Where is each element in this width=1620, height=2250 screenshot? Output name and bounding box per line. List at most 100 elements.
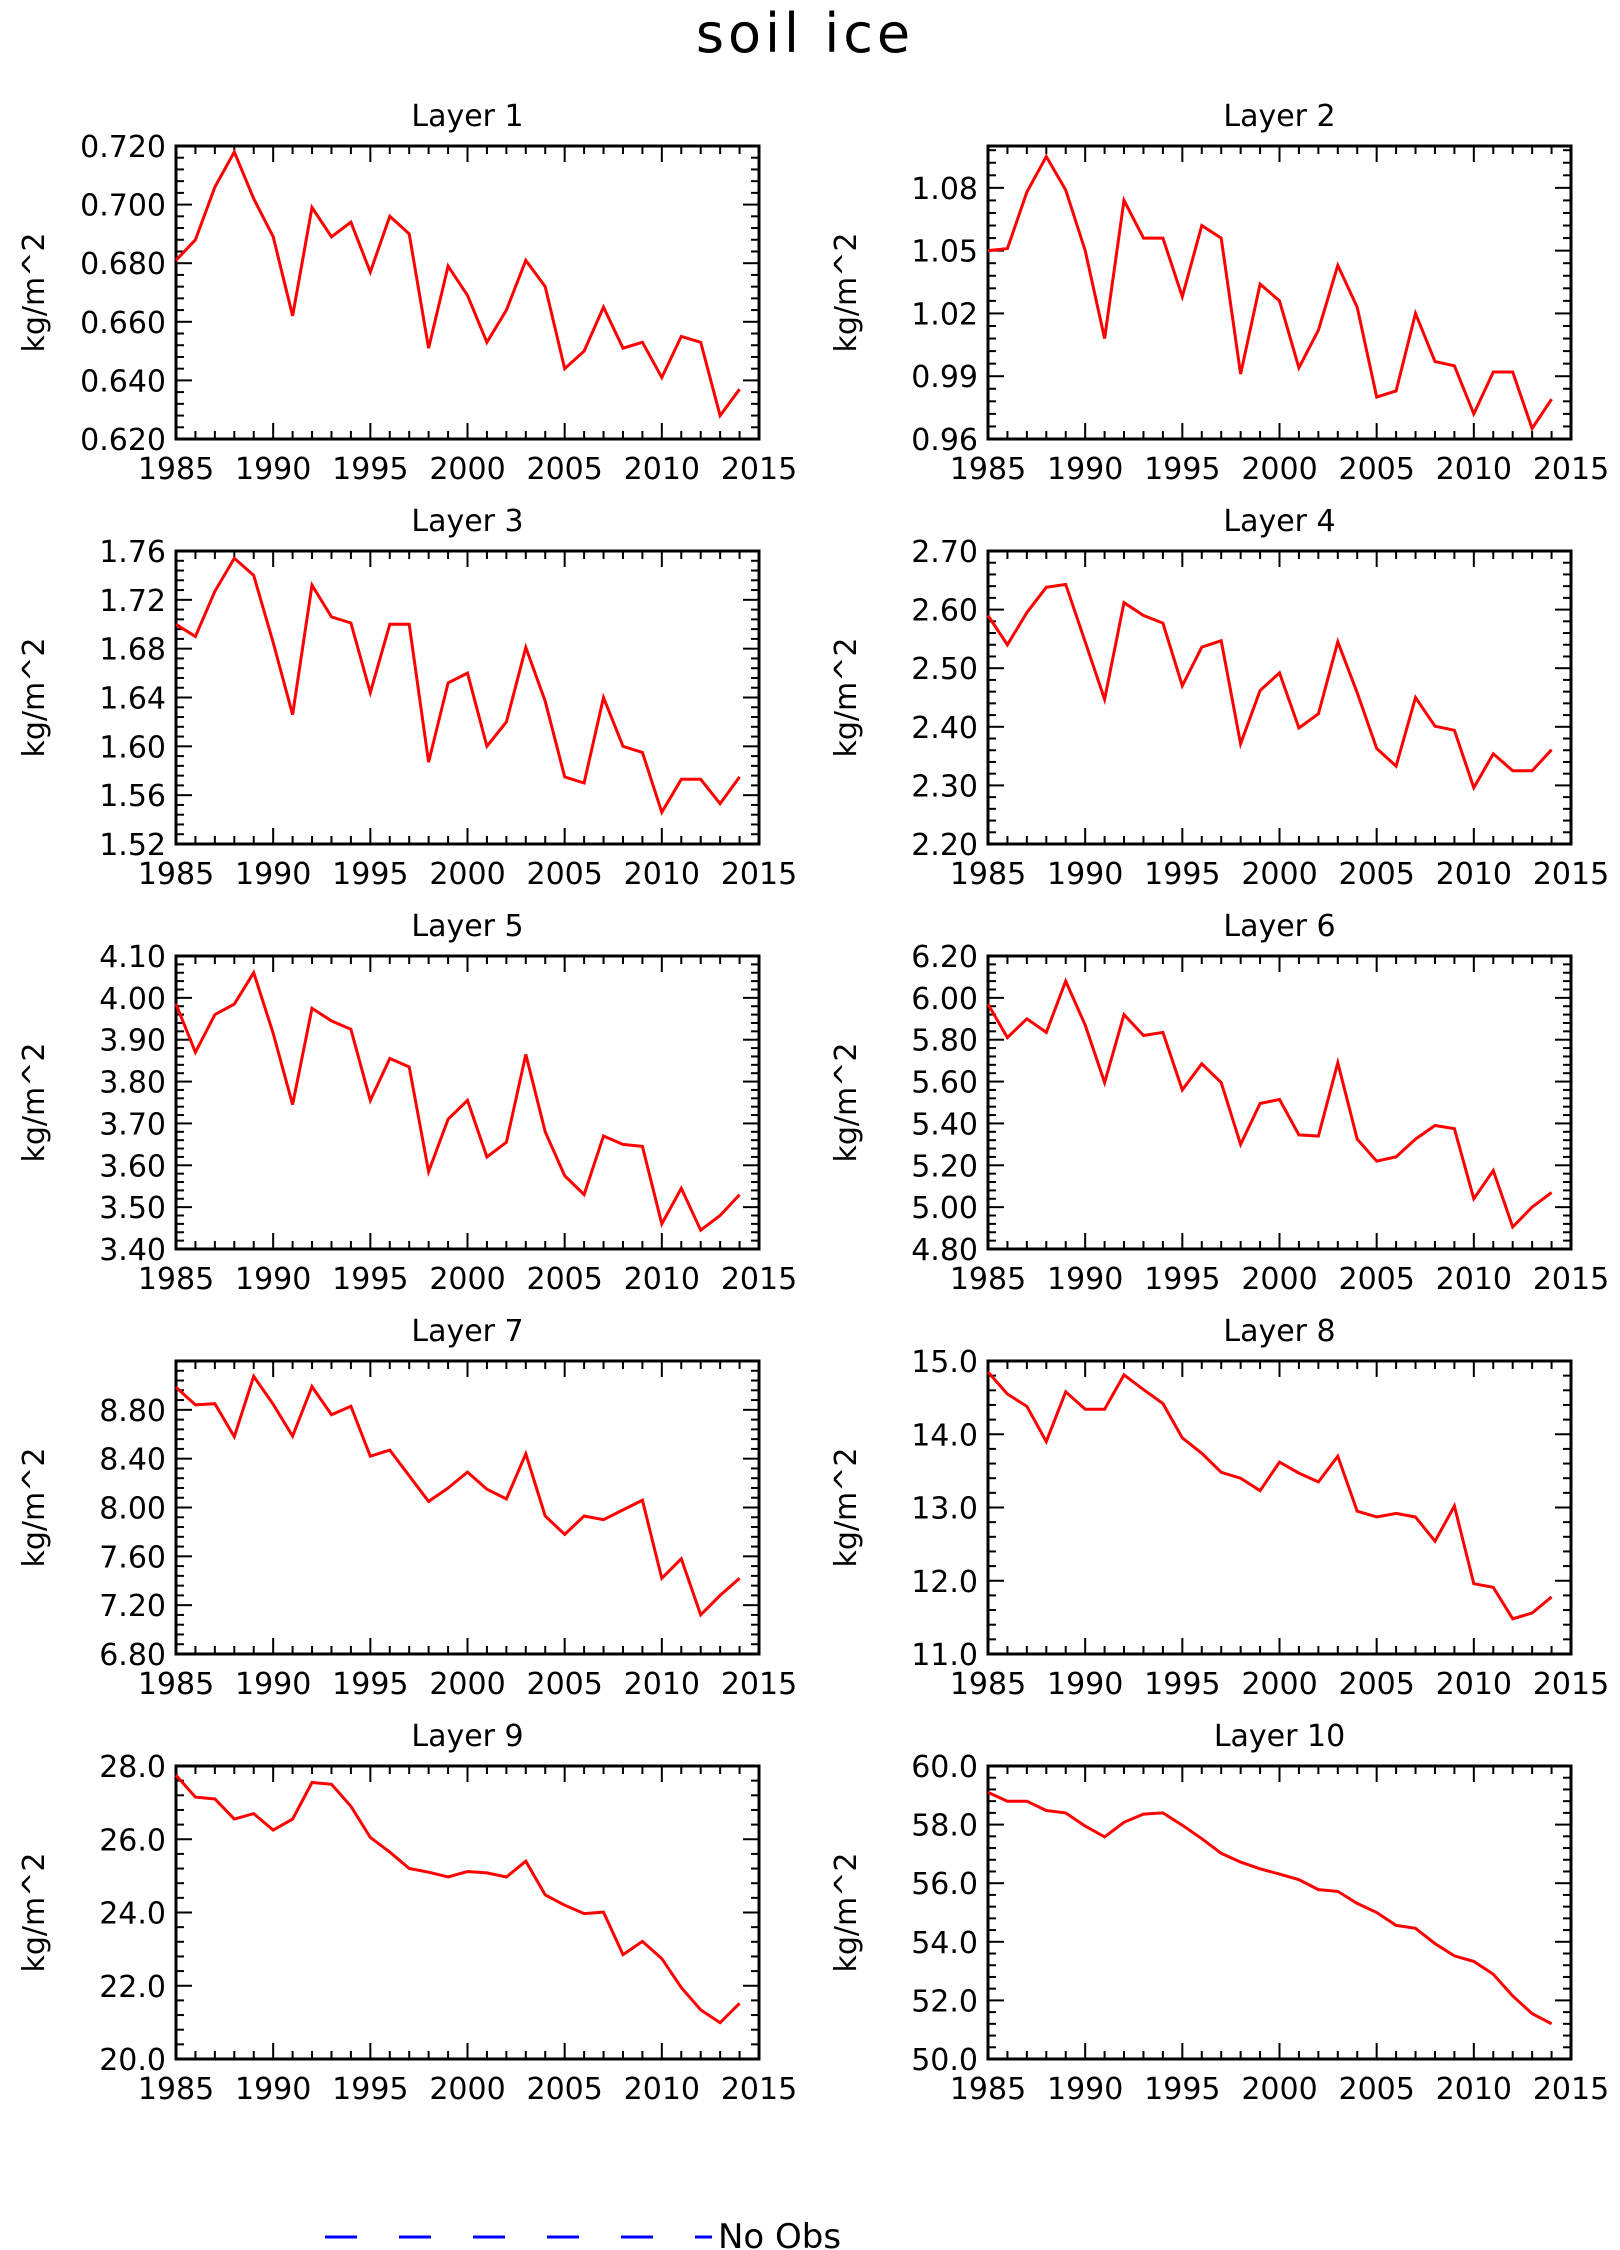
x-tick-label: 1990	[235, 857, 311, 892]
x-tick-label: 1995	[1144, 857, 1220, 892]
y-tick-label: 5.80	[911, 1024, 978, 1059]
chart-panel-1: Layer 1 kg/m^2 1985 1990 1995 2000 2005 2010 201…	[17, 99, 797, 487]
x-tick-label: 2015	[1533, 857, 1609, 892]
x-tick-label: 2010	[1436, 1262, 1512, 1297]
y-tick-label: 52.0	[911, 1984, 978, 2019]
x-tick-label: 2015	[721, 857, 797, 892]
y-tick-label: 7.60	[99, 1540, 166, 1575]
y-tick-label: 11.0	[911, 1638, 978, 1673]
x-tick-label: 2010	[624, 2072, 700, 2107]
x-tick-label: 2010	[1436, 2072, 1512, 2107]
x-tick-label: 2010	[624, 1262, 700, 1297]
panel-title: Layer 8	[1223, 1314, 1335, 1349]
y-tick-label: 1.64	[99, 682, 166, 717]
series-line	[174, 1774, 741, 2025]
series-line	[986, 582, 1553, 792]
panel-title: Layer 9	[411, 1719, 523, 1754]
y-tick-label: 3.90	[99, 1024, 166, 1059]
plot-frame	[174, 1359, 761, 1656]
plot-frame	[174, 549, 761, 846]
x-tick-label: 2000	[429, 452, 505, 487]
y-tick-label: 15.0	[911, 1345, 978, 1380]
series-line	[174, 969, 741, 1233]
x-tick-label: 1995	[332, 452, 408, 487]
chart-panel-3: Layer 3 kg/m^2 1985 1990 1995 2000 2005 2010 201…	[17, 504, 797, 892]
y-tick-label: 6.00	[911, 982, 978, 1017]
y-tick-label: 2.60	[911, 594, 978, 629]
y-tick-label: 14.0	[911, 1418, 978, 1453]
y-tick-label: 6.80	[99, 1638, 166, 1673]
figure-title: soil ice	[696, 2, 914, 65]
x-tick-label: 1985	[950, 1667, 1026, 1702]
x-tick-label: 2005	[1338, 2072, 1414, 2107]
y-tick-label: 1.72	[99, 584, 166, 619]
x-tick-label: 1990	[235, 452, 311, 487]
x-tick-label: 1985	[950, 857, 1026, 892]
x-tick-label: 2000	[1241, 1262, 1317, 1297]
series-line	[174, 148, 741, 420]
x-tick-label: 2000	[1241, 452, 1317, 487]
y-tick-label: 0.700	[80, 189, 166, 224]
y-axis-label: kg/m^2	[17, 1448, 52, 1568]
x-tick-label: 2005	[526, 2072, 602, 2107]
plot-frame	[174, 144, 761, 441]
y-tick-label: 56.0	[911, 1867, 978, 1902]
chart-panel-9: Layer 9 kg/m^2 1985 1990 1995 2000 2005 2010 201…	[17, 1719, 797, 2107]
y-tick-label: 5.60	[911, 1066, 978, 1101]
panel-title: Layer 1	[411, 99, 523, 134]
y-axis-label: kg/m^2	[17, 1853, 52, 1973]
y-tick-label: 22.0	[99, 1970, 166, 2005]
x-tick-label: 2010	[1436, 452, 1512, 487]
x-tick-label: 2005	[526, 452, 602, 487]
legend: No Obs	[325, 2217, 841, 2250]
x-tick-label: 1985	[950, 2072, 1026, 2107]
series-line	[986, 977, 1553, 1230]
y-tick-label: 2.30	[911, 769, 978, 804]
y-tick-label: 4.80	[911, 1233, 978, 1268]
x-tick-label: 2005	[1338, 1262, 1414, 1297]
y-tick-label: 12.0	[911, 1565, 978, 1600]
y-tick-label: 4.00	[99, 982, 166, 1017]
y-tick-label: 3.40	[99, 1233, 166, 1268]
x-tick-label: 1995	[332, 1262, 408, 1297]
x-tick-label: 2000	[429, 1262, 505, 1297]
y-axis-label: kg/m^2	[829, 233, 864, 353]
x-tick-label: 2000	[1241, 1667, 1317, 1702]
x-tick-label: 2010	[624, 1667, 700, 1702]
panels: Layer 1 kg/m^2 1985 1990 1995 2000 2005 2010 201…	[17, 99, 1609, 2107]
x-tick-label: 2000	[429, 857, 505, 892]
y-tick-label: 0.720	[80, 130, 166, 165]
x-tick-label: 2015	[721, 452, 797, 487]
y-tick-label: 1.05	[911, 235, 978, 270]
x-tick-label: 1995	[1144, 452, 1220, 487]
y-tick-label: 8.40	[99, 1443, 166, 1478]
x-tick-label: 1990	[1047, 1262, 1123, 1297]
y-tick-label: 58.0	[911, 1809, 978, 1844]
y-tick-label: 1.76	[99, 535, 166, 570]
panel-title: Layer 4	[1223, 504, 1335, 539]
plot-frame	[986, 549, 1573, 846]
x-tick-label: 2015	[1533, 1262, 1609, 1297]
x-tick-label: 1995	[1144, 2072, 1220, 2107]
y-tick-label: 28.0	[99, 1750, 166, 1785]
series-line	[175, 555, 741, 816]
y-tick-label: 6.20	[911, 940, 978, 975]
y-tick-label: 8.00	[99, 1492, 166, 1527]
y-tick-label: 50.0	[911, 2043, 978, 2078]
y-tick-label: 0.680	[80, 247, 166, 282]
x-tick-label: 1985	[138, 2072, 214, 2107]
y-tick-label: 3.50	[99, 1191, 166, 1226]
y-axis-label: kg/m^2	[829, 638, 864, 758]
x-tick-label: 2010	[624, 452, 700, 487]
legend-label: No Obs	[718, 2217, 841, 2250]
y-tick-label: 20.0	[99, 2043, 166, 2078]
y-tick-label: 7.20	[99, 1589, 166, 1624]
x-tick-label: 2015	[1533, 1667, 1609, 1702]
x-tick-label: 1990	[1047, 1667, 1123, 1702]
panel-title: Layer 6	[1223, 909, 1335, 944]
y-tick-label: 1.68	[99, 633, 166, 668]
y-tick-label: 54.0	[911, 1926, 978, 1961]
y-tick-label: 5.00	[911, 1191, 978, 1226]
x-tick-label: 2015	[1533, 2072, 1609, 2107]
